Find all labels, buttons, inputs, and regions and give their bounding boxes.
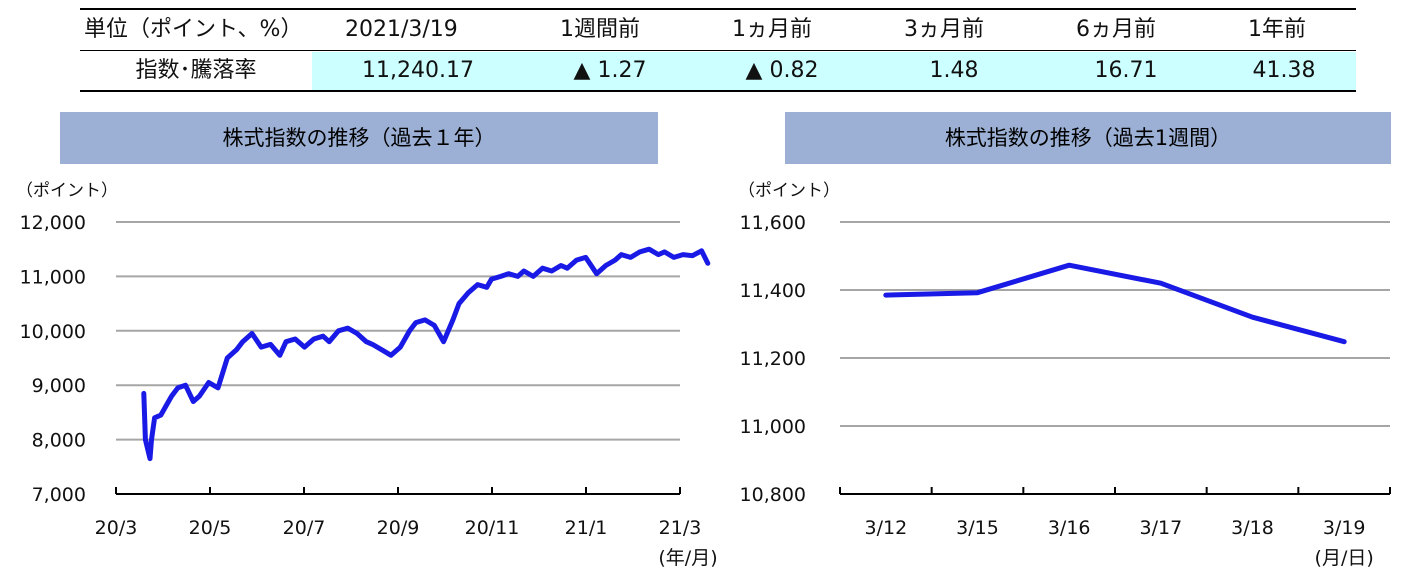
chart2-ytick-label: 11,400	[740, 280, 806, 302]
chart2-ytick-label: 11,200	[740, 348, 806, 370]
chart2-xtick-label: 3/15	[956, 517, 999, 539]
summary-table: 単位（ポイント、%） 2021/3/19 1週間前 1ヵ月前 3ヵ月前 6ヵ月前…	[80, 8, 1356, 92]
chart2-weekly: 10,800 11,000 11,200 11,400 11,600 （ポイント） 3/12…	[738, 181, 1391, 569]
table-mid-rule	[80, 50, 1356, 51]
chart1-ytick-label: 12,000	[20, 212, 86, 234]
header-1week: 1週間前	[560, 17, 640, 42]
chart1-xtick-label: 20/11	[465, 517, 520, 539]
value-1week: ▲ 1.27	[573, 58, 647, 83]
chart1-xlabel: (年/月)	[658, 547, 717, 569]
chart2-xtick-label: 3/16	[1048, 517, 1091, 539]
value-3month: 1.48	[929, 58, 979, 83]
value-1year: 41.38	[1252, 58, 1316, 83]
chart1-ytick-label: 8,000	[32, 430, 86, 452]
chart2-ytick-label: 10,800	[740, 484, 806, 506]
chart1-xtick-label: 20/9	[377, 517, 420, 539]
chart2-series-line	[883, 262, 1347, 345]
value-1month: ▲ 0.82	[745, 58, 819, 83]
value-6month: 16.71	[1094, 58, 1158, 83]
chart2-xtick-label: 3/19	[1323, 517, 1366, 539]
chart1-xtick-label: 20/7	[283, 517, 326, 539]
chart1-ytick-label: 10,000	[20, 321, 86, 343]
chart1-series-line	[141, 246, 711, 462]
header-1month: 1ヵ月前	[732, 17, 812, 42]
table-header-row: 単位（ポイント、%） 2021/3/19 1週間前 1ヵ月前 3ヵ月前 6ヵ月前…	[80, 10, 1356, 50]
chart1-ytick-label: 7,000	[32, 484, 86, 506]
chart1-yearly: 7,000 8,000 9,000 10,000 11,000 12,000 （ポイント） 2…	[16, 181, 718, 569]
chart1-xtick-label: 21/3	[659, 517, 702, 539]
chart1-xtick-label: 21/1	[565, 517, 608, 539]
chart2-xtick-label: 3/18	[1231, 517, 1274, 539]
header-6month: 6ヵ月前	[1076, 17, 1156, 42]
chart2-title: 株式指数の推移（過去1週間）	[785, 112, 1391, 164]
header-unit: 単位（ポイント、%）	[84, 17, 303, 42]
table-top-rule	[80, 8, 1356, 10]
header-date: 2021/3/19	[345, 17, 458, 42]
chart1-ylabel: （ポイント）	[16, 181, 118, 201]
chart2-xlabel: (月/日)	[1315, 547, 1374, 569]
header-1year: 1年前	[1248, 17, 1306, 42]
chart2-xtick-label: 3/12	[864, 517, 907, 539]
chart1-xtick-label: 20/5	[189, 517, 232, 539]
table-value-row: 指数･騰落率 11,240.17 ▲ 1.27 ▲ 0.82 1.48 16.7…	[80, 51, 1356, 91]
header-3month: 3ヵ月前	[904, 17, 984, 42]
chart1-ytick-label: 9,000	[32, 375, 86, 397]
table-bottom-rule	[80, 90, 1356, 92]
chart1-title: 株式指数の推移（過去１年）	[60, 112, 658, 164]
chart2-xtick-label: 3/17	[1139, 517, 1182, 539]
chart2-ylabel: （ポイント）	[738, 181, 840, 201]
value-date: 11,240.17	[362, 58, 474, 83]
chart2-ytick-label: 11,600	[740, 212, 806, 234]
chart2-ytick-label: 11,000	[740, 416, 806, 438]
values-highlight	[312, 52, 1356, 90]
row-label: 指数･騰落率	[135, 58, 257, 83]
chart1-xtick-label: 20/3	[95, 517, 138, 539]
chart1-ytick-label: 11,000	[20, 266, 86, 288]
